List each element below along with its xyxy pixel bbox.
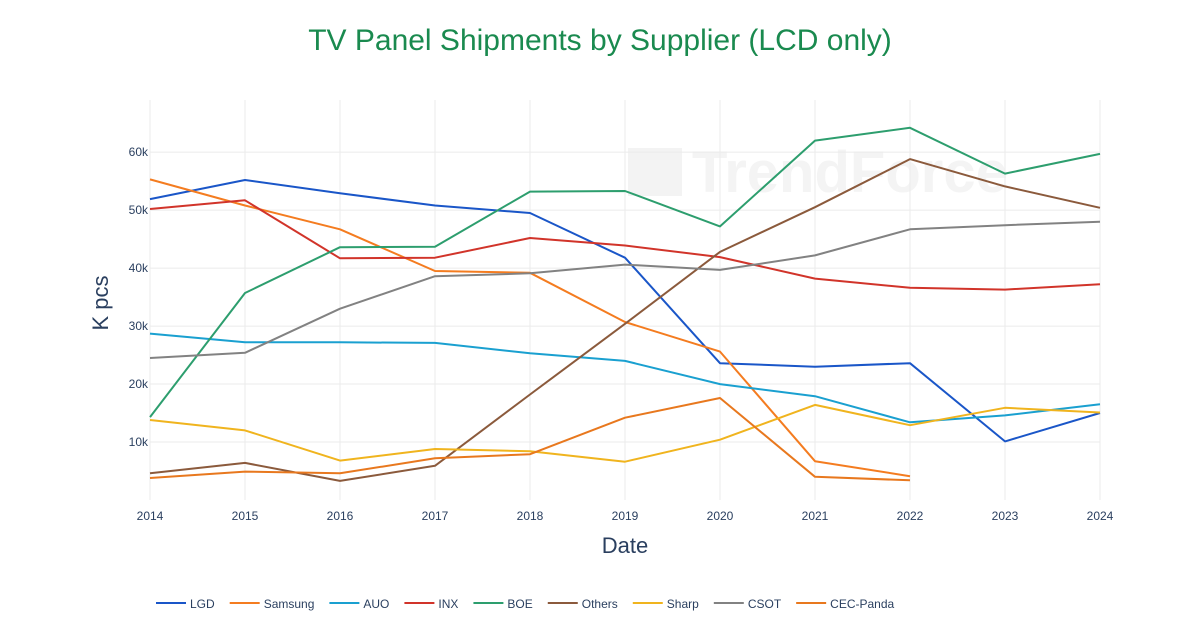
series-line-others [149, 158, 1101, 482]
watermark-logo-icon [628, 148, 682, 196]
series-line-csot [149, 220, 1101, 359]
legend-item-boe[interactable]: BOE [473, 597, 533, 611]
grid-lines [149, 100, 1101, 500]
y-tick-label: 60k [129, 145, 149, 159]
legend-item-others[interactable]: Others [547, 597, 618, 611]
x-axis-ticks: 2014 2015 2016 2017 2018 2019 2020 2021 2022 2023… [137, 509, 1114, 523]
y-tick-label: 50k [129, 203, 149, 217]
y-axis-ticks: 10k 20k 30k 40k 50k 60k [129, 145, 149, 449]
series-line-lgd [149, 179, 1101, 443]
x-tick-label: 2024 [1087, 509, 1114, 523]
series-line-cec-panda [149, 397, 911, 482]
legend-label: Samsung [264, 597, 315, 611]
y-tick-label: 10k [129, 435, 149, 449]
legend-label: AUO [363, 597, 389, 611]
x-tick-label: 2023 [992, 509, 1019, 523]
legend-item-cec-panda[interactable]: CEC-Panda [796, 597, 895, 611]
y-tick-label: 30k [129, 319, 149, 333]
x-tick-label: 2019 [612, 509, 639, 523]
legend-item-inx[interactable]: INX [404, 597, 458, 611]
y-tick-label: 20k [129, 377, 149, 391]
series-line-inx [149, 199, 1101, 291]
x-axis-title: Date [602, 533, 648, 558]
series-lines [149, 126, 1101, 482]
x-tick-label: 2018 [517, 509, 544, 523]
legend-label: Others [582, 597, 618, 611]
legend-label: Sharp [667, 597, 699, 611]
legend-label: CSOT [748, 597, 782, 611]
legend-item-samsung[interactable]: Samsung [229, 597, 315, 611]
legend-label: LGD [190, 597, 215, 611]
y-axis-title: K pcs [88, 275, 113, 330]
series-line-boe [149, 126, 1101, 418]
y-tick-label: 40k [129, 261, 149, 275]
x-tick-label: 2015 [232, 509, 259, 523]
series-line-sharp [149, 403, 1101, 463]
x-tick-label: 2016 [327, 509, 354, 523]
legend-item-lgd[interactable]: LGD [156, 597, 215, 611]
legend-label: BOE [507, 597, 532, 611]
chart-title: TV Panel Shipments by Supplier (LCD only… [308, 24, 892, 57]
legend: LGD Samsung AUO INX BOE Others Sharp CSOT CEC-Pa… [156, 597, 895, 611]
legend-label: CEC-Panda [830, 597, 894, 611]
x-tick-label: 2014 [137, 509, 164, 523]
x-tick-label: 2017 [422, 509, 449, 523]
legend-label: INX [438, 597, 458, 611]
legend-item-sharp[interactable]: Sharp [632, 597, 699, 611]
legend-item-csot[interactable]: CSOT [713, 597, 782, 611]
x-tick-label: 2021 [802, 509, 829, 523]
x-tick-label: 2020 [707, 509, 734, 523]
legend-item-auo[interactable]: AUO [329, 597, 389, 611]
x-tick-label: 2022 [897, 509, 924, 523]
watermark-text: TrendForce [692, 140, 1008, 205]
